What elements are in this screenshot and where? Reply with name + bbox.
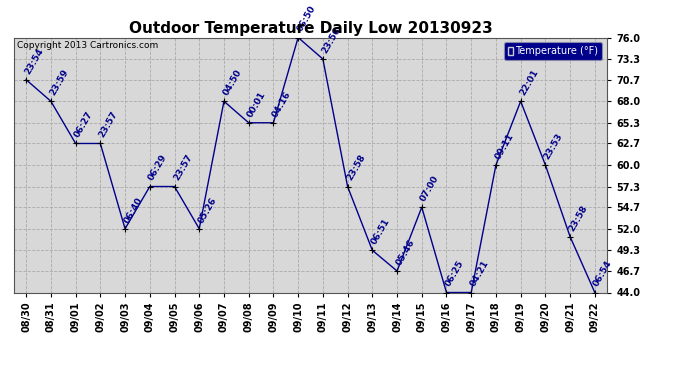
Text: 06:54: 06:54 xyxy=(592,259,614,288)
Text: 23:57: 23:57 xyxy=(97,110,120,140)
Text: 22:01: 22:01 xyxy=(518,68,540,97)
Text: 23:53: 23:53 xyxy=(542,132,564,161)
Legend: Temperature (°F): Temperature (°F) xyxy=(504,42,602,60)
Text: 06:25: 06:25 xyxy=(444,259,466,288)
Text: 06:40: 06:40 xyxy=(122,195,144,225)
Text: 09:11: 09:11 xyxy=(493,132,515,161)
Text: 06:51: 06:51 xyxy=(370,217,392,246)
Text: 04:21: 04:21 xyxy=(469,259,491,288)
Text: 05:26: 05:26 xyxy=(197,195,219,225)
Text: 07:00: 07:00 xyxy=(419,174,441,203)
Title: Outdoor Temperature Daily Low 20130923: Outdoor Temperature Daily Low 20130923 xyxy=(128,21,493,36)
Text: Copyright 2013 Cartronics.com: Copyright 2013 Cartronics.com xyxy=(17,41,158,50)
Text: 04:16: 04:16 xyxy=(270,89,293,118)
Text: 04:50: 04:50 xyxy=(221,68,244,97)
Text: 06:27: 06:27 xyxy=(73,110,95,140)
Text: 05:46: 05:46 xyxy=(394,237,416,267)
Text: 23:57: 23:57 xyxy=(172,153,194,182)
Text: 23:58: 23:58 xyxy=(345,153,367,182)
Text: 23:58: 23:58 xyxy=(567,203,589,232)
Text: 23:54: 23:54 xyxy=(23,46,46,76)
Text: 00:01: 00:01 xyxy=(246,90,268,118)
Text: 23:59: 23:59 xyxy=(48,68,70,97)
Text: 23:56: 23:56 xyxy=(320,26,342,55)
Text: 06:29: 06:29 xyxy=(147,153,169,182)
Text: 06:50: 06:50 xyxy=(295,4,317,33)
